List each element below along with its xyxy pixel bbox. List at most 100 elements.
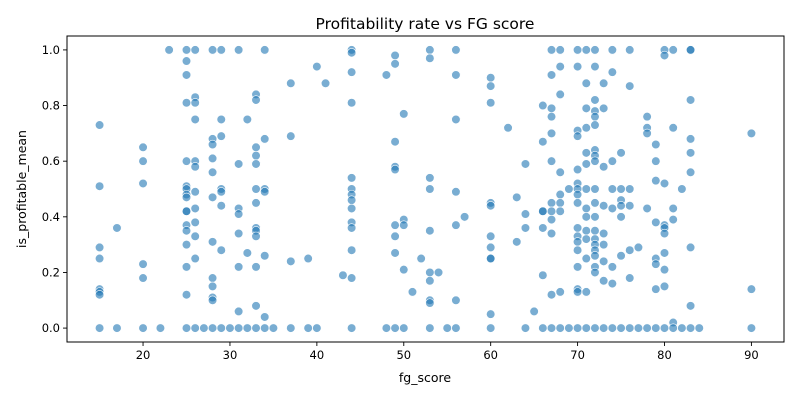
data-point	[347, 203, 357, 214]
data-point	[138, 178, 148, 189]
data-point	[190, 231, 200, 241]
data-point	[616, 148, 626, 158]
data-point	[390, 164, 400, 175]
data-point	[207, 295, 218, 305]
data-point	[207, 281, 218, 291]
data-point	[181, 290, 192, 300]
data-point	[216, 187, 226, 197]
data-point	[633, 242, 644, 253]
x-tick-label: 50	[396, 348, 411, 362]
data-point	[312, 323, 322, 333]
data-point	[486, 323, 496, 333]
data-point	[581, 78, 591, 88]
data-point	[555, 323, 565, 333]
data-point	[181, 156, 192, 166]
x-tick-label: 80	[657, 348, 672, 362]
data-point	[486, 73, 496, 83]
data-point	[425, 173, 435, 183]
data-point	[659, 50, 670, 61]
data-point	[607, 156, 617, 166]
data-point	[564, 184, 574, 194]
data-point	[607, 67, 617, 77]
data-point	[94, 120, 105, 130]
data-point	[659, 228, 670, 239]
data-point	[685, 148, 696, 158]
data-point	[451, 220, 461, 230]
data-point	[607, 278, 617, 289]
data-point	[555, 167, 565, 177]
data-point	[572, 323, 583, 333]
data-point	[572, 45, 583, 55]
chart-title: Profitability rate vs FG score	[316, 15, 535, 33]
x-tick-label: 70	[570, 348, 585, 362]
x-tick-label: 90	[744, 348, 759, 362]
data-point	[407, 287, 418, 297]
data-point	[260, 134, 270, 144]
data-point	[590, 323, 600, 333]
y-axis: 0.0 0.2 0.4 0.6 0.8 1.0	[42, 43, 67, 335]
data-point	[538, 100, 548, 111]
data-point	[190, 323, 200, 333]
data-point	[286, 131, 296, 141]
data-point	[616, 251, 626, 261]
data-point	[94, 181, 105, 191]
data-point	[190, 203, 200, 214]
data-point	[242, 248, 252, 258]
y-tick-label: 0.4	[42, 210, 60, 224]
data-point	[199, 323, 209, 333]
data-point	[625, 184, 635, 194]
data-point	[251, 151, 261, 161]
data-point	[181, 192, 192, 202]
data-point	[425, 226, 435, 236]
data-point	[590, 251, 600, 261]
data-point	[633, 323, 644, 333]
data-point	[303, 253, 313, 264]
data-point	[94, 253, 105, 264]
data-point	[216, 201, 226, 211]
data-point	[746, 323, 757, 333]
data-point	[625, 323, 635, 333]
data-point	[520, 159, 531, 169]
data-point	[399, 323, 409, 333]
data-point	[399, 220, 409, 230]
data-point	[546, 128, 557, 138]
data-point	[546, 198, 557, 208]
data-point	[538, 270, 548, 280]
data-point	[207, 273, 218, 283]
data-point	[555, 198, 565, 208]
data-point	[347, 323, 357, 333]
data-point	[207, 45, 218, 55]
data-point	[381, 323, 391, 333]
data-point	[572, 245, 583, 255]
data-point	[555, 45, 565, 55]
data-point	[546, 206, 557, 216]
data-point	[538, 323, 548, 333]
data-point	[234, 228, 244, 239]
data-point	[286, 78, 296, 88]
data-point	[425, 323, 435, 333]
data-point	[260, 251, 270, 261]
data-point	[251, 198, 261, 208]
data-point	[181, 70, 192, 80]
data-point	[234, 262, 244, 272]
data-point	[659, 248, 670, 258]
data-point	[138, 156, 148, 166]
data-point	[347, 173, 357, 183]
data-point	[181, 45, 192, 55]
data-point	[546, 70, 557, 80]
data-point	[216, 45, 226, 55]
data-point	[399, 109, 409, 119]
data-point	[207, 153, 218, 163]
data-point	[451, 323, 461, 333]
data-point	[416, 253, 426, 264]
data-point	[520, 223, 531, 233]
data-point	[216, 245, 226, 255]
data-point	[685, 45, 696, 55]
data-point	[555, 206, 565, 216]
data-point	[599, 276, 609, 286]
data-point	[390, 248, 400, 258]
data-point	[338, 270, 348, 280]
data-point	[538, 137, 548, 147]
data-point	[286, 256, 296, 266]
x-tick-label: 30	[223, 348, 238, 362]
